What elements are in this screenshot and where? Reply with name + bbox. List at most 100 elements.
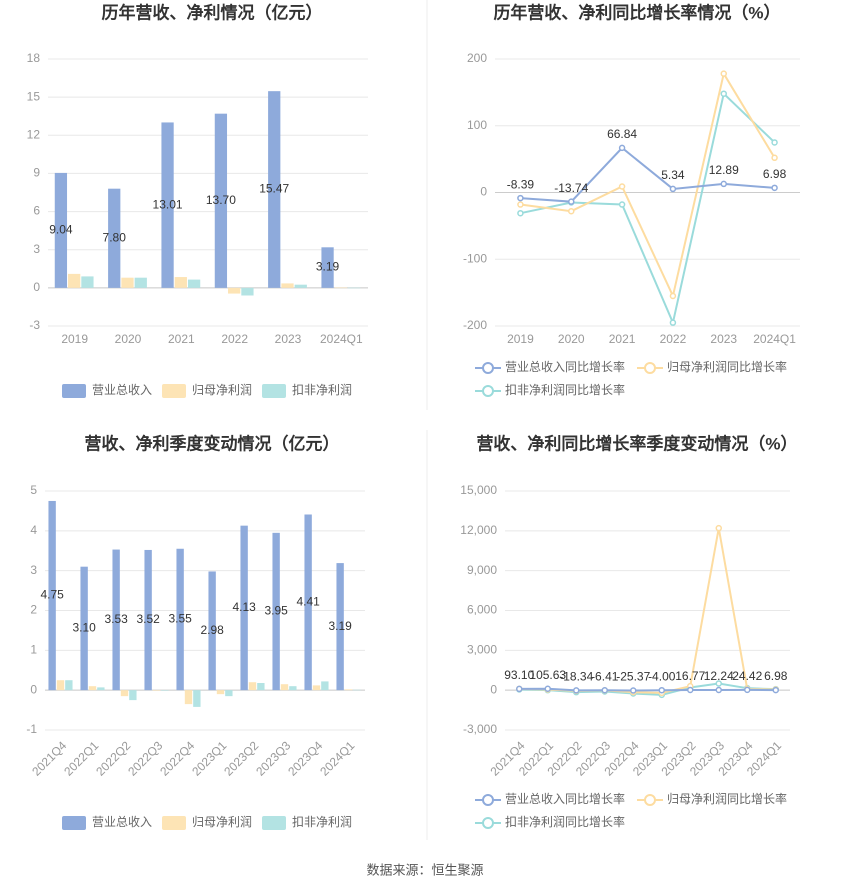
bar <box>134 277 147 288</box>
bar <box>97 687 105 691</box>
y-tick-label: 0 <box>480 185 487 199</box>
value-label: 15.47 <box>259 182 289 196</box>
x-tick-label: 2022Q2 <box>93 738 133 778</box>
value-label: 4.41 <box>296 595 320 609</box>
legend-swatch <box>482 817 494 829</box>
bar <box>248 682 257 691</box>
point <box>568 207 575 215</box>
point <box>573 687 580 694</box>
point <box>618 183 626 190</box>
legend-swatch <box>62 816 86 830</box>
x-tick-label: 2022Q1 <box>61 738 101 778</box>
bar <box>88 686 97 691</box>
legend-label: 归母净利润同比增长率 <box>667 359 787 374</box>
legend-swatch <box>162 816 186 830</box>
x-tick-label: 2024Q1 <box>753 332 796 346</box>
value-label: 6.98 <box>764 669 788 683</box>
y-tick-label: 9,000 <box>467 563 497 577</box>
legend-swatch <box>62 384 86 398</box>
line <box>520 91 776 326</box>
y-tick-label: -200 <box>463 318 487 332</box>
point <box>618 201 626 208</box>
value-label: 105.63 <box>529 668 566 682</box>
point <box>658 686 665 694</box>
x-tick-label: 2022Q4 <box>157 738 197 778</box>
bar <box>241 287 254 296</box>
point <box>715 686 722 694</box>
point <box>771 184 778 192</box>
value-label: 3.19 <box>328 619 352 633</box>
x-tick-label: 2021 <box>168 332 195 346</box>
point <box>517 201 524 208</box>
legend-label: 营业总收入同比增长率 <box>505 359 625 374</box>
y-tick-label: 2 <box>30 603 37 617</box>
bar <box>161 690 169 691</box>
legend-swatch <box>482 385 494 397</box>
point <box>618 144 626 152</box>
x-tick-label: 2022 <box>221 332 248 346</box>
value-label: 12.89 <box>709 163 739 177</box>
bar <box>193 690 201 707</box>
y-tick-label: 3,000 <box>467 643 497 657</box>
value-label: 12.24 <box>704 669 734 683</box>
legend-label: 扣非净利润 <box>292 815 352 829</box>
x-tick-label: 2022 <box>660 332 687 346</box>
point <box>772 686 779 694</box>
value-label: 7.80 <box>103 230 127 244</box>
value-label: -13.74 <box>554 181 588 195</box>
x-tick-label: 2024Q1 <box>320 332 363 346</box>
legend-swatch <box>644 362 656 374</box>
bar <box>214 113 228 288</box>
point <box>517 209 524 217</box>
value-label: -8.39 <box>507 177 535 191</box>
value-label: 13.01 <box>153 197 183 211</box>
point <box>669 319 677 326</box>
bar <box>321 247 334 288</box>
bar <box>152 690 161 691</box>
legend-label: 扣非净利润同比增长率 <box>505 382 625 397</box>
legend-swatch <box>162 384 186 398</box>
bar <box>294 284 307 288</box>
line <box>519 687 776 692</box>
y-tick-label: 0 <box>33 280 40 294</box>
legend-label: 营业总收入 <box>92 815 152 829</box>
value-label: 4.13 <box>232 600 256 614</box>
x-tick-label: 2019 <box>507 332 534 346</box>
value-label: 93.10 <box>504 668 534 682</box>
x-tick-label: 2022Q3 <box>125 738 165 778</box>
y-tick-label: 0 <box>30 682 37 696</box>
bar <box>225 690 233 697</box>
chart-title: 历年营收、净利情况（亿元） <box>102 2 323 22</box>
point <box>720 90 727 97</box>
bar <box>187 279 201 288</box>
bar <box>268 91 281 288</box>
bar <box>281 283 294 288</box>
y-tick-label: 3 <box>33 242 40 256</box>
value-label: 13.70 <box>206 193 236 207</box>
value-label: -25.37 <box>616 670 650 684</box>
y-tick-label: 4 <box>30 523 37 537</box>
bar <box>272 532 280 691</box>
point <box>720 70 727 77</box>
point <box>544 685 551 693</box>
y-tick-label: 12 <box>27 127 41 141</box>
bar <box>144 549 152 691</box>
bar <box>321 681 329 691</box>
value-label: 24.42 <box>732 669 762 683</box>
chart-title: 营收、净利同比增长率季度变动情况（%） <box>476 433 797 453</box>
bar <box>353 689 361 691</box>
bar <box>257 682 265 691</box>
value-label: 3.19 <box>316 260 340 274</box>
y-tick-label: 3 <box>30 563 37 577</box>
y-tick-label: -3 <box>29 318 40 332</box>
legend-swatch <box>482 362 494 374</box>
value-label: 9.04 <box>49 223 73 237</box>
point <box>744 686 751 694</box>
y-tick-label: 100 <box>467 118 487 132</box>
x-tick-label: 2023 <box>275 332 302 346</box>
legend-label: 扣非净利润 <box>292 383 352 397</box>
bar <box>280 684 289 691</box>
bar <box>81 276 94 288</box>
x-tick-label: 2020 <box>558 332 585 346</box>
